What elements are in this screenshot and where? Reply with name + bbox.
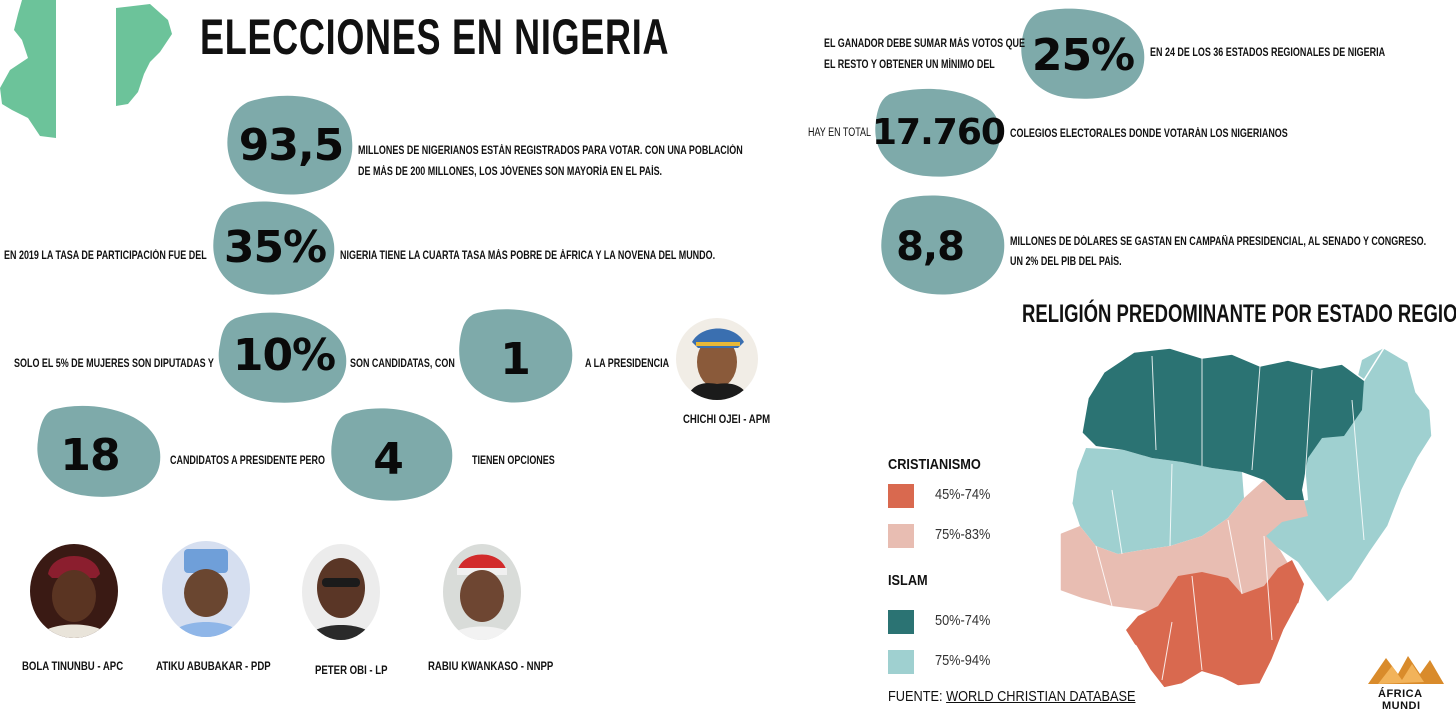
blob-turnout [213, 201, 335, 295]
peter-obi-caption: PETER OBI - LP [315, 663, 388, 677]
blob-candidates-four [331, 408, 453, 501]
women-post-text: A LA PRESIDENCIA [585, 358, 670, 370]
chichi-ojei-caption: CHICHI OJEI - APM [683, 412, 771, 426]
winner-post-text: EN 24 DE LOS 36 ESTADOS REGIONALES DE NI… [1150, 47, 1386, 59]
candidates-value: 18 [60, 430, 120, 481]
bola-tinunbu-avatar [30, 544, 118, 638]
women-one-value: 1 [500, 334, 531, 385]
brand-line2: MUNDI [1382, 700, 1421, 712]
blob-women [218, 312, 347, 403]
legend-islam-high-swatch [888, 610, 914, 634]
candidates-post-text: TIENEN OPCIONES [472, 455, 555, 467]
women-mid-text: SON CANDIDATAS, CON [350, 358, 455, 370]
blob-stations [875, 88, 1001, 177]
women-pre-text: SOLO EL 5% DE MUJERES SON DIPUTADAS Y [14, 358, 214, 370]
bola-tinunbu-caption: BOLA TINUNBU - APC [22, 659, 124, 673]
legend-islam-title: ISLAM [888, 572, 928, 589]
chichi-ojei-avatar [676, 318, 758, 400]
spend-text-line2: UN 2% DEL PIB DEL PAÍS. [1010, 256, 1122, 268]
legend-islam-low-label: 75%-94% [935, 652, 991, 669]
rabiu-kwankaso-caption: RABIU KWANKASO - NNPP [428, 659, 554, 673]
legend-christian-title: CRISTIANISMO [888, 456, 981, 473]
source-label: FUENTE: [888, 688, 943, 705]
map-title: RELIGIÓN PREDOMINANTE POR ESTADO REGIONA… [1022, 300, 1456, 328]
rabiu-kwankaso-avatar [443, 544, 521, 640]
atiku-abubakar-avatar [162, 541, 250, 637]
atiku-abubakar-caption: ATIKU ABUBAKAR - PDP [156, 659, 271, 673]
candidates-four-value: 4 [373, 434, 404, 485]
voters-text-line2: DE MÁS DE 200 MILLONES, LOS JÓVENES SON … [358, 166, 663, 178]
legend-christian-low-swatch [888, 524, 914, 548]
map-islam-low-west [1072, 448, 1244, 554]
stations-value: 17.760 [872, 112, 1006, 153]
spend-text-line1: MILLONES DE DÓLARES SE GASTAN EN CAMPAÑA… [1010, 236, 1427, 248]
map-islam-high [1082, 348, 1364, 500]
women-value: 10% [232, 330, 336, 381]
legend-christian-high-label: 45%-74% [935, 486, 991, 503]
winner-value: 25% [1031, 30, 1135, 81]
voters-value: 93,5 [238, 120, 345, 171]
source-line: FUENTE: WORLD CHRISTIAN DATABASE [888, 688, 1135, 705]
winner-pre-text-line1: EL GANADOR DEBE SUMAR MÁS VOTOS QUE [824, 38, 1026, 50]
nigeria-flag-icon [0, 0, 172, 138]
blob-voters [227, 95, 353, 195]
brand-line1: ÁFRICA [1378, 688, 1423, 700]
map-christian-high [1126, 560, 1304, 688]
stations-pre-text: HAY EN TOTAL [808, 127, 871, 139]
legend-islam-high-label: 50%-74% [935, 612, 991, 629]
turnout-post-text: NIGERIA TIENE LA CUARTA TASA MÁS POBRE D… [340, 250, 716, 262]
legend-christian-high-swatch [888, 484, 914, 508]
blob-winner [1021, 8, 1145, 99]
winner-pre-text-line2: EL RESTO Y OBTENER UN MÍNIMO DEL [824, 59, 995, 71]
turnout-pre-text: EN 2019 LA TASA DE PARTICIPACIÓN FUE DEL [4, 250, 207, 262]
blob-candidates [37, 405, 161, 497]
map-islam-low-east [1260, 348, 1432, 602]
legend-christian-low-label: 75%-83% [935, 526, 991, 543]
blob-spend [881, 195, 1005, 295]
stations-post-text: COLEGIOS ELECTORALES DONDE VOTARÁN LOS N… [1010, 128, 1288, 140]
page-title: ELECCIONES EN NIGERIA [200, 9, 670, 65]
voters-text-line1: MILLONES DE NIGERIANOS ESTÁN REGISTRADOS… [358, 145, 743, 157]
spend-value: 8,8 [896, 224, 965, 270]
source-link[interactable]: WORLD CHRISTIAN DATABASE [946, 688, 1136, 705]
candidates-mid-text: CANDIDATOS A PRESIDENTE PERO [170, 455, 326, 467]
blob-women-one [459, 309, 573, 403]
legend-islam-low-swatch [888, 650, 914, 674]
nigeria-religion-map [1059, 346, 1433, 689]
peter-obi-avatar [302, 544, 380, 640]
turnout-value: 35% [223, 222, 327, 273]
africa-mundi-logo-icon [1368, 656, 1444, 684]
